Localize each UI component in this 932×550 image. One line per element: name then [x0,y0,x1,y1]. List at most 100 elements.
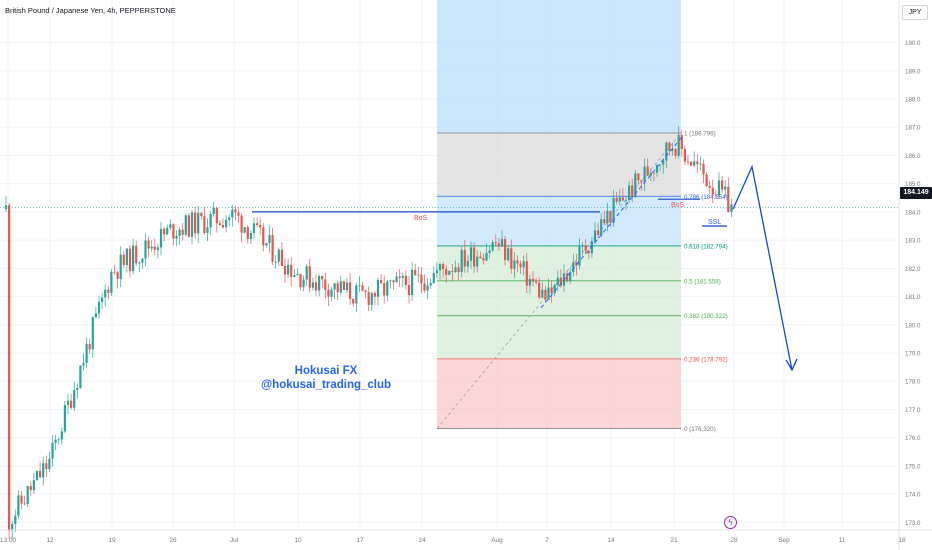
candle-body [45,463,48,469]
candle-body [615,198,618,202]
time-tick-label: 18 [898,537,906,544]
candle-body [597,230,600,236]
candle-body [190,212,194,237]
candle-body [665,142,668,161]
candle-body [699,163,702,165]
candle-body [318,276,321,291]
fib-level-label: 0.382 (180.322) [684,313,728,320]
candle-body [463,249,466,267]
candle-body [417,274,420,276]
candle-body [640,180,643,182]
candle-body [724,186,727,190]
candle-body [469,247,473,261]
candle-body [494,242,497,244]
candle-body [367,292,370,305]
candle-body [457,267,460,272]
candle-body [54,439,57,443]
candle-body [246,227,249,240]
candle-body [352,298,355,304]
candle-body [194,212,197,234]
candle-body [163,228,166,235]
candle-body [259,224,262,228]
candle-body [392,280,395,283]
candle-body [82,362,85,366]
candle-body [200,212,203,217]
time-tick-label: 24 [418,537,426,544]
candle-body [14,515,17,524]
watermark-line-1: Hokusai FX [294,365,358,377]
candle-body [35,470,39,481]
price-tick-label: 183.0 [905,238,921,245]
candle-body [361,285,364,291]
candle-body [175,235,178,239]
price-tick-label: 176.0 [905,435,921,442]
candle-body [569,272,572,281]
candle-body [349,282,352,299]
projection-path [732,164,793,371]
candle-body [680,135,683,149]
time-tick-label: 7 [545,537,549,544]
fib-zone-extension [437,0,681,134]
candle-body [603,219,606,224]
candle-body [572,262,575,273]
candle-body [693,161,696,166]
candle-body [727,186,730,213]
candle-body [686,161,690,163]
time-tick-label: 11 [839,537,846,544]
candle-body [535,281,538,283]
candle-body [373,293,376,297]
candle-body [73,390,76,408]
candle-body [26,486,29,504]
candle-body [662,160,665,165]
candle-body [212,207,215,214]
candle-body [311,282,314,288]
candle-body [488,250,491,253]
candle-body [153,246,156,250]
price-tick-label: 189.0 [905,68,921,75]
lightning-event-icon[interactable]: ϟ [724,516,737,529]
candle-body [262,227,265,246]
candle-body [293,275,296,278]
price-tick-label: 175.0 [905,463,921,470]
candle-body [411,269,414,296]
candle-body [321,276,324,280]
candlestick-series [4,126,733,539]
price-tick-label: 173.0 [905,520,921,527]
time-tick-label: Sep [778,537,790,544]
currency-badge[interactable]: JPY [902,5,928,20]
projection-arrowhead [785,358,798,372]
candle-body [132,245,135,272]
candle-body [209,213,212,228]
candle-body [460,249,463,272]
candle-body [110,271,113,294]
current-price-tag: 184.149 [900,187,932,199]
trend-dashed-line [540,135,684,309]
time-tick-label: 13:00 [0,537,17,544]
candle-body [442,264,445,270]
candle-body [76,388,79,391]
fib-zone-0786-0618 [437,196,681,246]
candle-body [63,405,66,432]
candle-body [221,224,225,228]
fib-zone-0236-0 [437,358,681,429]
candle-body [646,166,649,176]
candle-body [215,207,218,224]
candle-body [593,230,597,242]
bos-label-2: BoS [671,202,685,209]
candle-body [683,148,686,162]
candle-body [51,442,54,459]
candle-body [618,197,621,202]
candle-body [578,246,581,266]
candle-body [677,135,680,156]
candle-body [178,229,181,236]
candle-body [674,148,677,156]
candle-body [429,283,432,286]
candle-body [11,523,14,531]
candle-body [432,273,435,284]
fib-level-label: 1 (186.796) [684,131,716,138]
candle-body [107,289,110,294]
candle-body [708,186,711,188]
candle-body [274,261,277,263]
